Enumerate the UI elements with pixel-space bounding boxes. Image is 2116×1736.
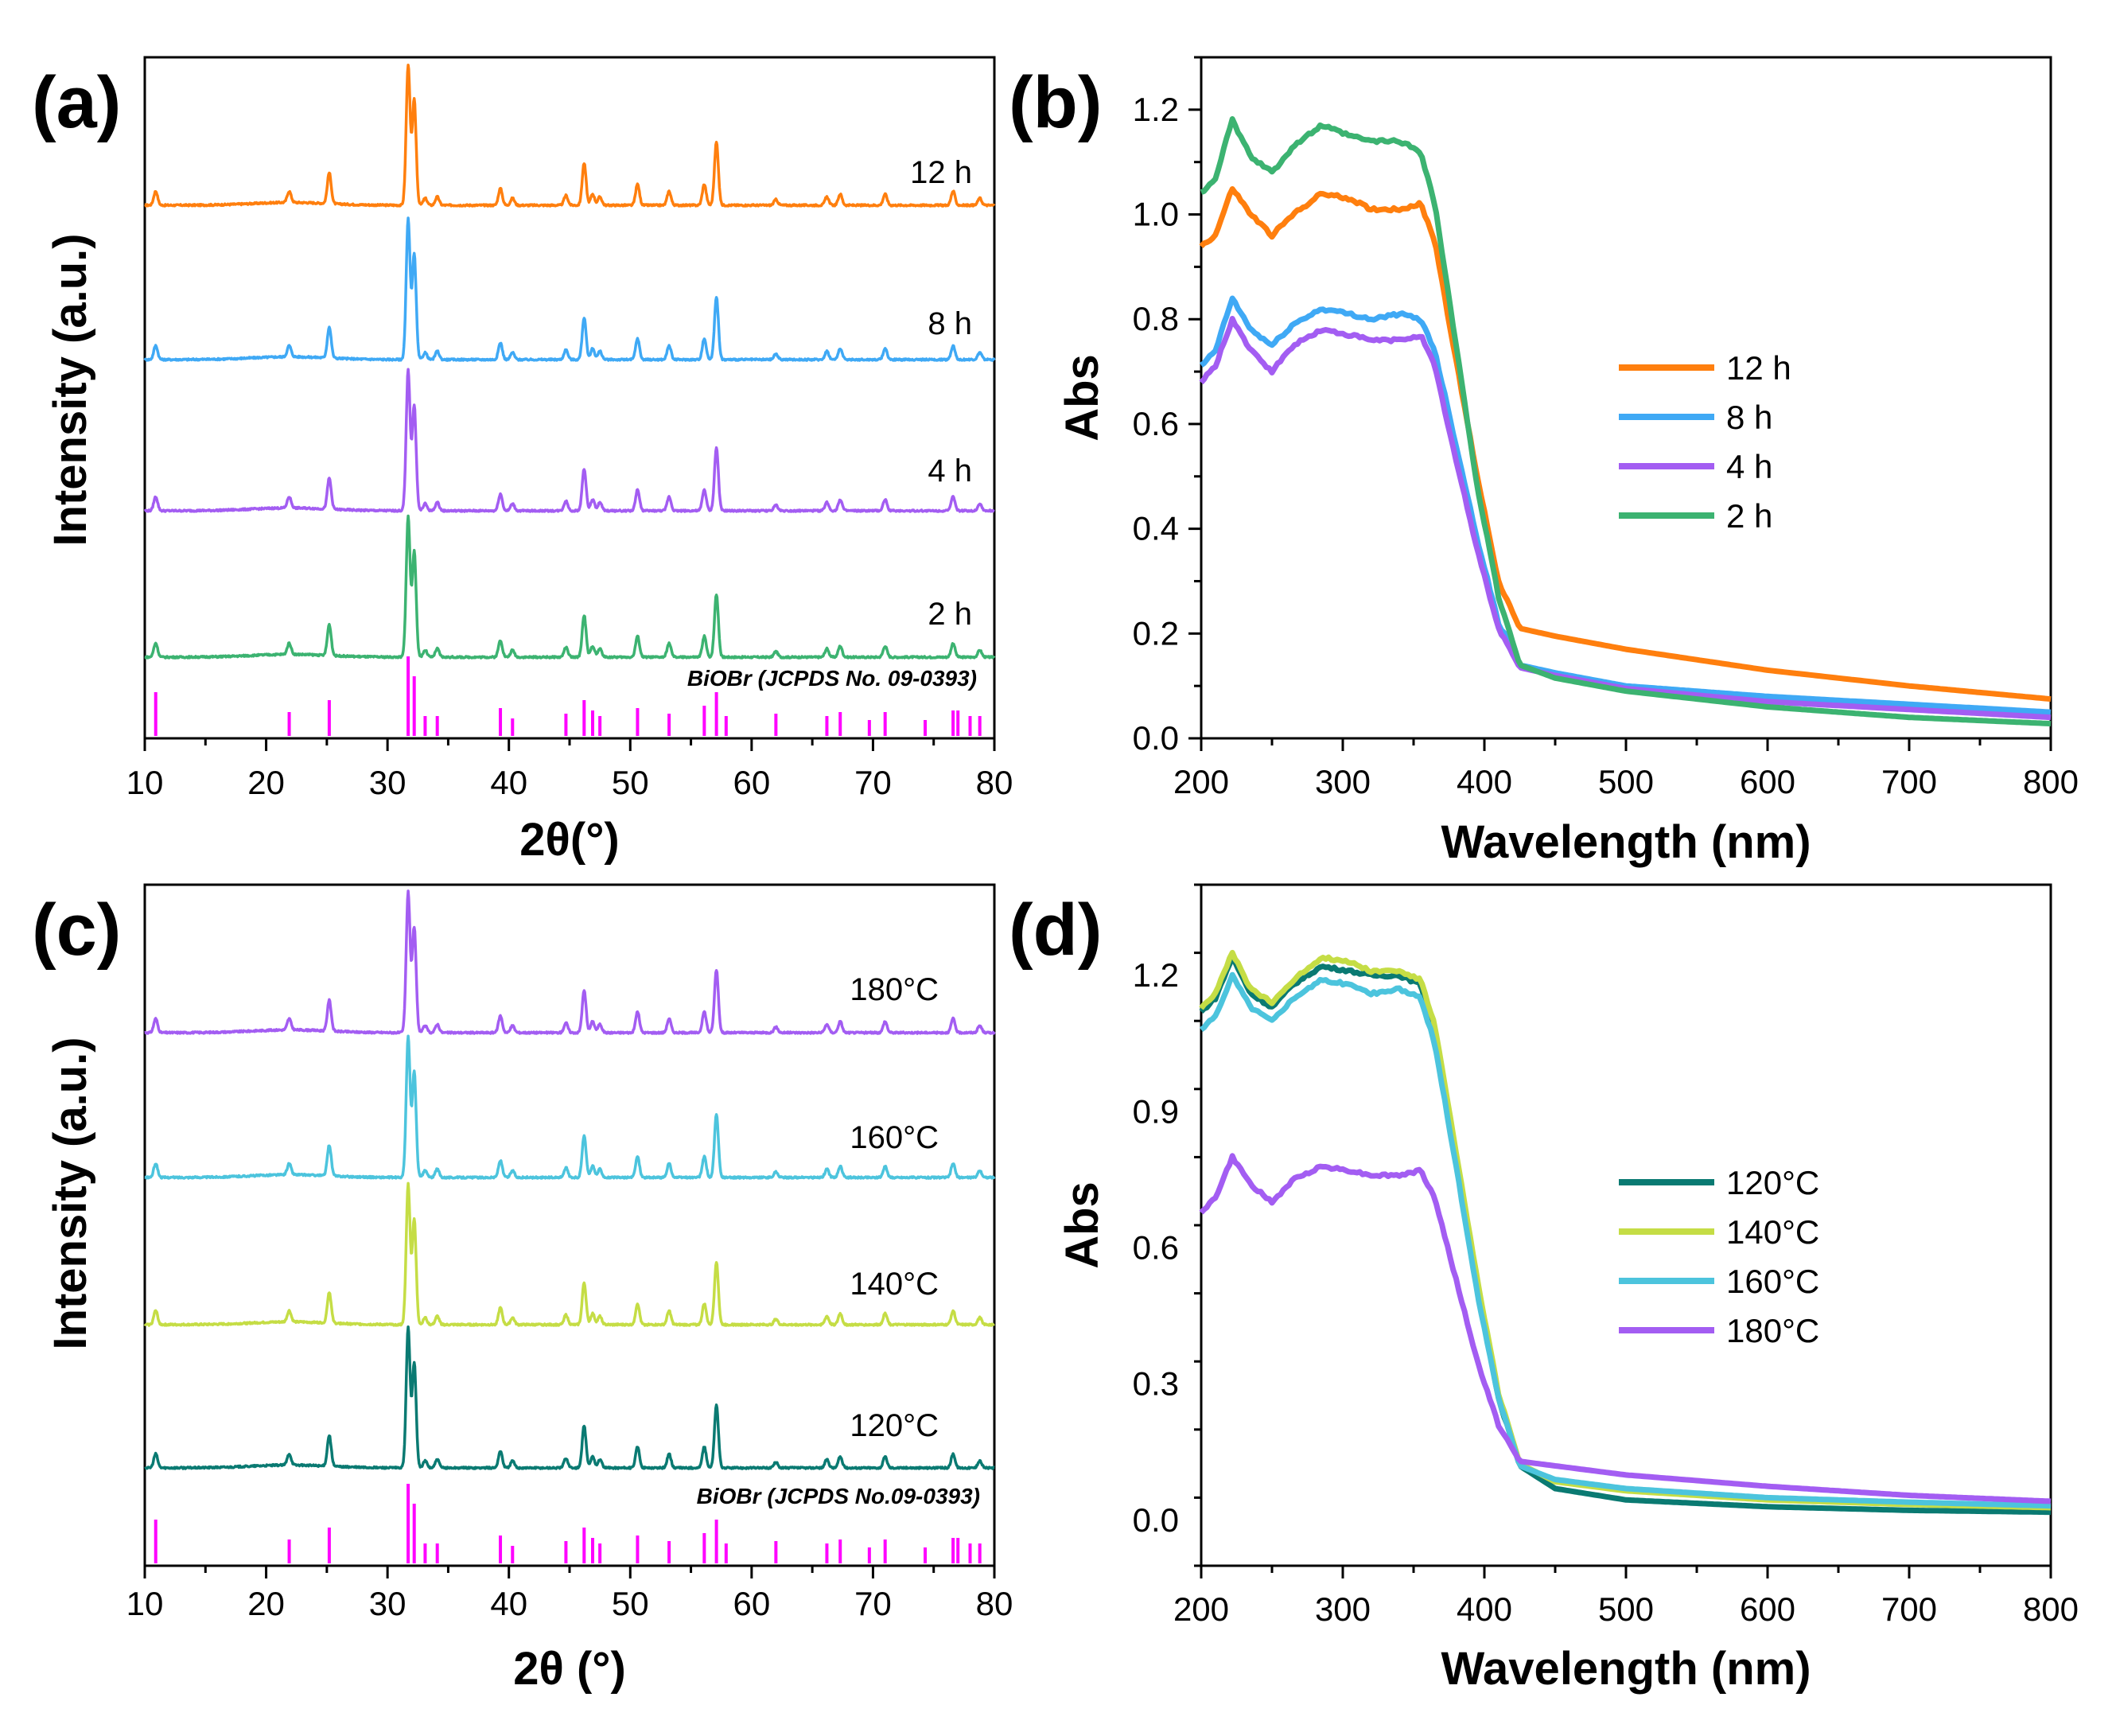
trace-label: 180°C bbox=[850, 972, 939, 1007]
x-tick-label: 800 bbox=[2023, 763, 2079, 800]
x-tick-label: 600 bbox=[1740, 1590, 1795, 1628]
x-axis-title: 2θ(°) bbox=[519, 814, 619, 866]
legend: 120°C 140°C 160°C 180°C bbox=[1619, 1164, 1819, 1349]
panel-a: (a) 10 20 30 40 50 60 70 80 2θ(°) Intensity (a.u.)… bbox=[32, 56, 1013, 866]
legend-label: 8 h bbox=[1726, 399, 1772, 436]
x-tick-label: 600 bbox=[1740, 763, 1795, 800]
xrd-trace-3 bbox=[144, 514, 996, 660]
panel-d: (d) 200 300 400 500 600 700 800 Wavelength (nm) A… bbox=[1009, 883, 2079, 1695]
x-tick-label: 500 bbox=[1598, 763, 1654, 800]
y-tick-label: 0.0 bbox=[1133, 719, 1179, 757]
abs-series-line bbox=[1199, 1153, 2052, 1504]
panel-c: (c) 10 20 30 40 50 60 70 80 2θ (°) Intensity (a.u.… bbox=[32, 883, 1013, 1695]
y-tick-label: 0.6 bbox=[1133, 1229, 1179, 1267]
x-axis-title: Wavelength (nm) bbox=[1441, 816, 1811, 868]
y-axis-title: Intensity (a.u.) bbox=[45, 1037, 96, 1349]
trace-label: 4 h bbox=[928, 453, 972, 488]
panel-label: (d) bbox=[1009, 889, 1102, 971]
y-tick-label: 1.2 bbox=[1133, 91, 1179, 128]
x-tick-label: 30 bbox=[369, 764, 406, 801]
y-tick-label: 0.8 bbox=[1133, 300, 1179, 337]
legend-label: 2 h bbox=[1726, 497, 1772, 535]
x-tick-label: 60 bbox=[733, 764, 770, 801]
x-tick-label: 80 bbox=[976, 1585, 1013, 1622]
trace-label: 140°C bbox=[850, 1267, 939, 1302]
legend-label: 4 h bbox=[1726, 448, 1772, 485]
trace-label: 12 h bbox=[910, 155, 972, 190]
panel-label: (b) bbox=[1009, 62, 1102, 143]
x-tick-label: 400 bbox=[1457, 1590, 1512, 1628]
legend-label: 120°C bbox=[1726, 1164, 1819, 1201]
xrd-trace-2 bbox=[143, 1181, 995, 1327]
x-tick-label: 40 bbox=[490, 764, 527, 801]
x-tick-label: 20 bbox=[247, 764, 285, 801]
legend: 12 h 8 h 4 h 2 h bbox=[1619, 349, 1791, 535]
x-tick-label: 200 bbox=[1173, 763, 1229, 800]
x-tick-label: 40 bbox=[490, 1585, 527, 1622]
x-tick-label: 300 bbox=[1315, 763, 1371, 800]
x-tick-label: 800 bbox=[2023, 1590, 2079, 1628]
abs-series-line bbox=[1200, 116, 2052, 727]
trace-label: 8 h bbox=[928, 306, 972, 341]
x-tick-label: 20 bbox=[247, 1585, 285, 1622]
x-tick-label: 300 bbox=[1315, 1590, 1371, 1628]
x-tick-label: 200 bbox=[1173, 1590, 1229, 1628]
legend-label: 140°C bbox=[1726, 1213, 1819, 1251]
x-tick-label: 30 bbox=[369, 1585, 406, 1622]
y-tick-label: 1.2 bbox=[1133, 956, 1179, 994]
y-tick-label: 0.3 bbox=[1133, 1365, 1179, 1403]
x-axis-title: Wavelength (nm) bbox=[1441, 1643, 1811, 1695]
xrd-trace-0 bbox=[144, 889, 996, 1035]
xrd-trace-1 bbox=[144, 1034, 996, 1180]
x-tick-label: 50 bbox=[612, 764, 649, 801]
y-axis-title: Abs bbox=[1056, 354, 1108, 442]
y-tick-label: 0.2 bbox=[1133, 614, 1179, 652]
legend-label: 12 h bbox=[1726, 349, 1791, 387]
abs-series-line bbox=[1199, 955, 2052, 1516]
y-tick-label: 0.9 bbox=[1133, 1092, 1179, 1130]
y-tick-label: 0.0 bbox=[1133, 1501, 1179, 1539]
trace-label: 120°C bbox=[850, 1408, 939, 1443]
legend-label: 160°C bbox=[1726, 1263, 1819, 1300]
y-tick-label: 1.0 bbox=[1133, 196, 1179, 233]
y-tick-label: 0.6 bbox=[1133, 405, 1179, 442]
x-tick-label: 70 bbox=[854, 1585, 892, 1622]
plot-frame bbox=[143, 56, 996, 740]
plot-frame bbox=[1200, 883, 2052, 1567]
xrd-trace-0 bbox=[144, 64, 996, 208]
trace-label: 2 h bbox=[928, 597, 972, 632]
x-tick-label: 500 bbox=[1598, 1590, 1654, 1628]
x-tick-label: 700 bbox=[1881, 1590, 1937, 1628]
trace-label: 160°C bbox=[850, 1120, 939, 1155]
abs-series-line bbox=[1199, 186, 2052, 703]
panel-label: (c) bbox=[32, 889, 121, 971]
x-tick-label: 60 bbox=[733, 1585, 770, 1622]
reference-label: BiOBr (JCPDS No.09-0393) bbox=[697, 1484, 980, 1508]
abs-series-line bbox=[1199, 971, 2052, 1509]
xrd-trace-1 bbox=[143, 216, 996, 362]
x-tick-label: 400 bbox=[1457, 763, 1512, 800]
reference-label: BiOBr (JCPDS No. 09-0393) bbox=[687, 666, 977, 691]
xrd-trace-2 bbox=[143, 368, 995, 513]
plot-frame bbox=[1200, 56, 2052, 740]
y-axis-title: Intensity (a.u.) bbox=[45, 233, 96, 546]
x-tick-label: 10 bbox=[126, 1585, 164, 1622]
panel-label: (a) bbox=[32, 62, 121, 143]
legend-label: 180°C bbox=[1726, 1312, 1819, 1349]
panel-b: (b) 200 300 400 500 600 700 800 Wavelength (nm) A… bbox=[1009, 56, 2079, 868]
x-tick-label: 700 bbox=[1881, 763, 1937, 800]
y-tick-label: 0.4 bbox=[1133, 510, 1179, 547]
y-axis-title: Abs bbox=[1056, 1181, 1108, 1269]
x-axis-title: 2θ (°) bbox=[513, 1643, 626, 1695]
x-tick-label: 80 bbox=[976, 764, 1013, 801]
x-tick-label: 70 bbox=[854, 764, 892, 801]
x-tick-label: 50 bbox=[612, 1585, 649, 1622]
xrd-trace-3 bbox=[144, 1325, 995, 1470]
x-tick-label: 10 bbox=[126, 764, 164, 801]
